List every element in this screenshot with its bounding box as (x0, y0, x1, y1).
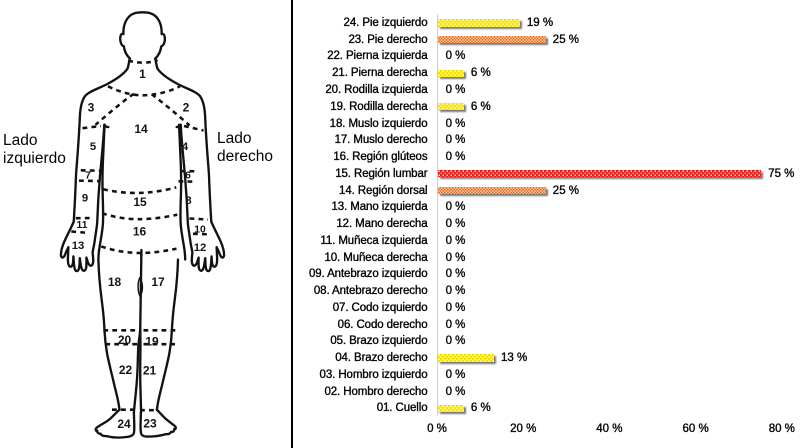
svg-text:20: 20 (118, 333, 132, 347)
svg-text:8: 8 (185, 195, 191, 207)
svg-text:16: 16 (133, 225, 147, 239)
svg-text:2: 2 (183, 101, 190, 115)
svg-text:7: 7 (85, 171, 91, 182)
svg-text:1: 1 (139, 67, 146, 81)
svg-text:22: 22 (119, 363, 133, 377)
svg-text:4: 4 (182, 141, 189, 153)
svg-text:13: 13 (72, 240, 85, 252)
svg-text:9: 9 (82, 193, 88, 205)
svg-text:24: 24 (117, 417, 131, 431)
svg-text:17: 17 (151, 275, 165, 289)
svg-text:10: 10 (194, 225, 206, 236)
svg-text:21: 21 (143, 364, 157, 378)
svg-text:5: 5 (90, 141, 96, 153)
svg-text:15: 15 (133, 195, 147, 209)
svg-text:23: 23 (143, 417, 157, 431)
svg-text:6: 6 (185, 171, 191, 182)
svg-text:19: 19 (145, 335, 159, 349)
svg-text:11: 11 (77, 220, 88, 231)
svg-text:3: 3 (88, 101, 95, 115)
svg-text:14: 14 (134, 122, 148, 136)
svg-text:18: 18 (108, 275, 122, 289)
svg-text:12: 12 (194, 242, 207, 254)
